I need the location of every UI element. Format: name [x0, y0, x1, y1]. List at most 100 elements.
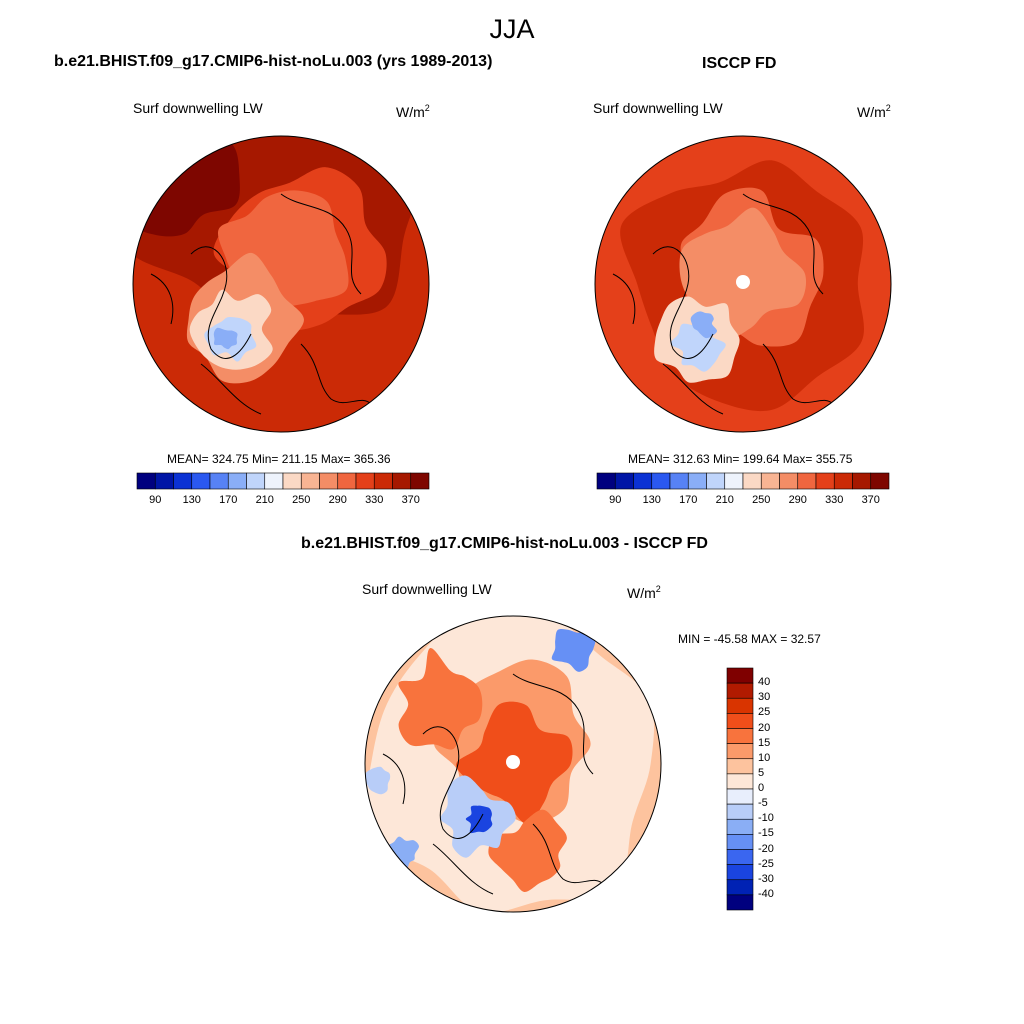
colorbar-tick-label: 170 — [219, 494, 238, 506]
coastline — [190, 246, 252, 359]
field-contour — [213, 327, 238, 350]
colorbar-tick-label: 130 — [642, 494, 661, 506]
colorbar-box — [319, 472, 339, 490]
colorbar-box — [337, 472, 357, 490]
panel-2-stats: MEAN= 312.63 Min= 199.64 Max= 355.75 — [628, 452, 853, 466]
diff-panel-colorbar — [726, 667, 754, 911]
colorbar-box — [355, 472, 375, 490]
panel-2-units: W/m2 — [857, 103, 891, 120]
colorbar-box — [779, 472, 799, 490]
coastline — [300, 343, 372, 405]
colorbar-box — [833, 472, 853, 490]
colorbar-box — [726, 758, 754, 775]
colorbar-box — [726, 788, 754, 805]
coastline — [762, 343, 834, 405]
coastline — [432, 843, 494, 895]
colorbar-box — [209, 472, 229, 490]
coastline — [742, 193, 824, 295]
colorbar-box — [726, 849, 754, 865]
panel-1-title: b.e21.BHIST.f09_g17.CMIP6-hist-noLu.003 … — [54, 53, 493, 70]
colorbar-tick-label: 5 — [758, 766, 765, 779]
colorbar-tick-label: 40 — [758, 676, 771, 689]
colorbar-box — [373, 472, 393, 490]
colorbar-tick-label: -5 — [758, 797, 768, 810]
colorbar-tick-label: 130 — [182, 494, 201, 506]
colorbar-box — [726, 743, 754, 760]
panel-1-variable: Surf downwelling LW — [133, 100, 263, 116]
colorbar-box — [264, 472, 284, 490]
colorbar-box — [797, 472, 817, 490]
colorbar-tick-label: 10 — [758, 751, 771, 764]
colorbar-tick-label: 90 — [149, 494, 162, 506]
colorbar-box — [815, 472, 835, 490]
colorbar-tick-label: 15 — [758, 736, 771, 749]
colorbar-tick-label: 290 — [328, 494, 347, 506]
colorbar-box — [191, 472, 211, 490]
colorbar-tick-label: 250 — [752, 494, 771, 506]
colorbar-box — [726, 818, 754, 835]
colorbar-box — [726, 803, 754, 820]
colorbar-box — [227, 472, 247, 490]
colorbar-tick-label: 330 — [365, 494, 384, 506]
colorbar-tick-label: 290 — [788, 494, 807, 506]
colorbar-box — [633, 472, 653, 490]
colorbar-tick-label: -25 — [758, 857, 774, 870]
colorbar-box — [173, 472, 193, 490]
colorbar-tick-label: 210 — [715, 494, 734, 506]
panel-2-variable: Surf downwelling LW — [593, 100, 723, 116]
coastline — [662, 363, 724, 415]
coastline — [512, 673, 594, 775]
colorbar-box — [726, 697, 754, 714]
field-contour — [670, 323, 726, 372]
colorbar-box — [870, 472, 890, 490]
colorbar-box — [852, 472, 872, 490]
colorbar-tick-label: 170 — [679, 494, 698, 506]
coastline — [422, 726, 484, 839]
colorbar-box — [726, 682, 754, 699]
panel-2-colorbar-labels: 90 130 170 210 250 290 330 370 — [597, 494, 889, 508]
colorbar-box — [726, 864, 754, 881]
colorbar-tick-label: 25 — [758, 706, 771, 719]
colorbar-box — [726, 834, 754, 850]
colorbar-box — [726, 713, 754, 729]
colorbar-tick-label: -10 — [758, 812, 774, 825]
map-boundary — [364, 615, 662, 913]
colorbar-box — [410, 472, 430, 490]
panel-2-colorbar — [596, 472, 890, 490]
diff-panel-polar-map — [364, 615, 662, 913]
field-contour — [365, 766, 391, 795]
diff-panel-colorbar-labels: 40 30 25 20 15 10 5 0 -5 -10 -15 -20 -25 -30 -40 — [758, 668, 798, 910]
colorbar-tick-label: 30 — [758, 691, 771, 704]
panel-1-colorbar — [136, 472, 430, 490]
panel-1-colorbar-labels: 90 130 170 210 250 290 330 370 — [137, 494, 429, 508]
diff-panel-variable: Surf downwelling LW — [362, 581, 492, 597]
coastline — [612, 273, 636, 325]
colorbar-tick-label: -30 — [758, 872, 774, 885]
panel-2-polar-map — [594, 135, 892, 433]
colorbar-tick-label: 250 — [292, 494, 311, 506]
colorbar-box — [726, 667, 754, 684]
colorbar-box — [154, 472, 174, 490]
panel-1-units: W/m2 — [396, 103, 430, 120]
colorbar-box — [726, 894, 754, 911]
colorbar-box — [726, 879, 754, 896]
colorbar-box — [300, 472, 320, 490]
coastline — [652, 246, 714, 359]
field-contour — [690, 311, 718, 339]
field-contour — [551, 629, 596, 672]
colorbar-box — [726, 728, 754, 744]
colorbar-box — [392, 472, 412, 490]
map-boundary — [594, 135, 892, 433]
colorbar-box — [726, 773, 754, 790]
colorbar-box — [596, 472, 616, 490]
field-contour — [488, 809, 567, 893]
colorbar-tick-label: 370 — [861, 494, 880, 506]
colorbar-box — [706, 472, 726, 490]
coastline — [200, 363, 262, 415]
diff-panel-title: b.e21.BHIST.f09_g17.CMIP6-hist-noLu.003 … — [301, 535, 708, 552]
colorbar-box — [246, 472, 266, 490]
figure-title: JJA — [489, 14, 535, 44]
colorbar-box — [742, 472, 762, 490]
field-contour — [465, 805, 493, 834]
colorbar-box — [760, 472, 780, 490]
